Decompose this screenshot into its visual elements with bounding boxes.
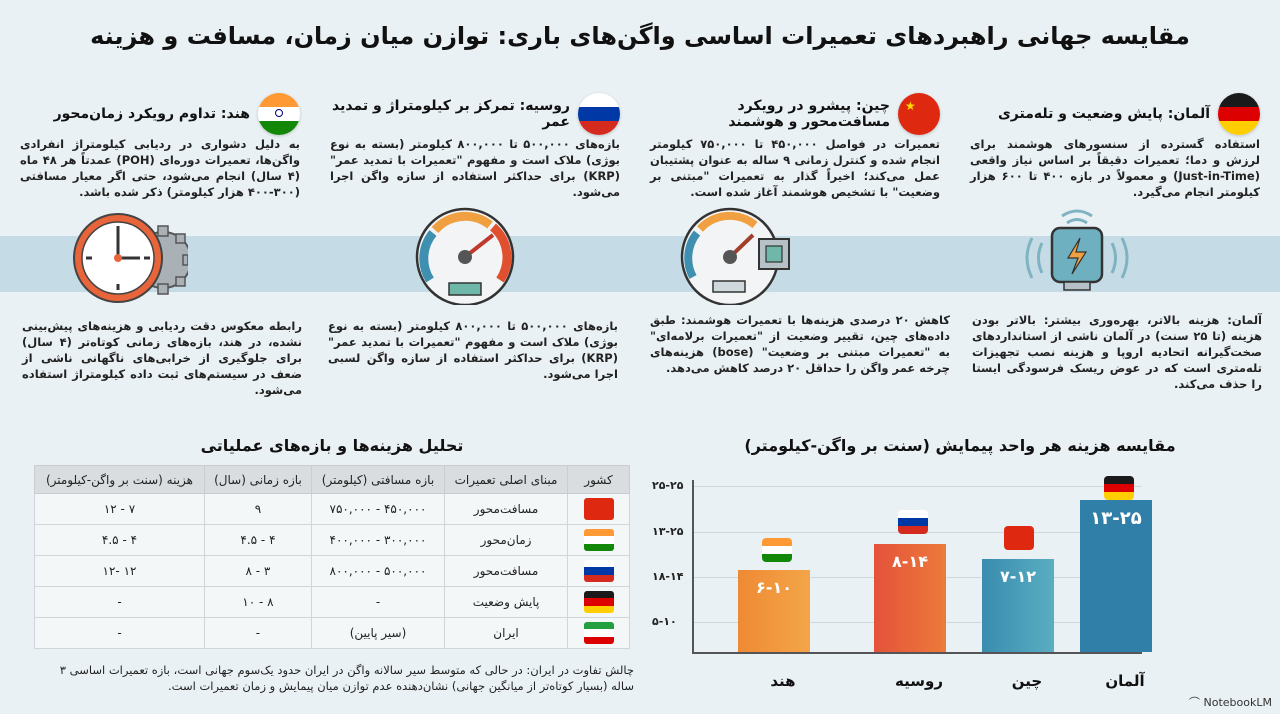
ytick-label: ۵-۱۰ [652, 615, 677, 628]
table-row: پایش وضعیت - ۸ - ۱۰ - [34, 586, 630, 618]
cell-years: ۴ - ۴.۵ [203, 524, 312, 556]
chart-title: مقایسه هزینه هر واحد پیمایش (سنت بر واگن… [744, 436, 1176, 455]
header-distance: بازه مسافتی (کیلومتر) [310, 465, 446, 494]
russia-bottom-text: بازه‌های ۵۰۰,۰۰۰ تا ۸۰۰,۰۰۰ کیلومتر (بست… [328, 319, 618, 381]
india-bottom-text: رابطه معکوس دقت ردیابی و هزینه‌های پیش‌ب… [22, 319, 303, 397]
russia-text: بازه‌های ۵۰۰,۰۰۰ تا ۸۰۰,۰۰۰ کیلومتر (بست… [330, 137, 620, 199]
y-axis [692, 480, 694, 652]
category-germany: آلمان [1105, 672, 1145, 690]
india-flag-icon [258, 93, 300, 135]
brand-label: NotebookLM [1203, 696, 1272, 709]
bar-value-label: ۸-۱۴ [892, 552, 928, 571]
germany-text: استفاده گسترده از سنسورهای هوشمند برای ل… [970, 137, 1260, 199]
china-flag-icon [583, 498, 614, 520]
cost-bar-chart: ۲۵-۲۵ ۱۳-۲۵ ۱۸-۱۴ ۵-۱۰ ۶-۱۰ ۸-۱۴ ۷-۱۲ ۱۳… [652, 470, 1272, 710]
cell-basis: ایران [444, 617, 568, 649]
cell-distance: ۵۰۰,۰۰۰ - ۸۰۰,۰۰۰ [310, 555, 446, 587]
china-title: چین: پیشرو در رویکرد مسافت‌محور و هوشمند [728, 98, 890, 130]
table-row: مسافت‌محور ۵۰۰,۰۰۰ - ۸۰۰,۰۰۰ ۳ - ۸ ۱۲ -۱… [34, 555, 630, 587]
cell-cost: ۴ - ۴.۵ [34, 524, 205, 556]
china-flag-icon [1004, 526, 1034, 550]
cell-distance: ۴۵۰,۰۰۰ - ۷۵۰,۰۰۰ [310, 493, 446, 525]
header-basis: مبنای اصلی تعمیرات [444, 465, 568, 494]
cell-basis: مسافت‌محور [444, 555, 568, 587]
india-title: هند: تداوم رویکرد زمان‌محور [53, 106, 250, 122]
header-years: بازه زمانی (سال) [203, 465, 312, 494]
header-cost: هزینه (سنت بر واگن-کیلومتر) [34, 465, 205, 494]
china-flag-icon: ★ [898, 93, 940, 135]
cell-distance: ۳۰۰,۰۰۰ - ۴۰۰,۰۰۰ [310, 524, 446, 556]
category-india: هند [770, 672, 796, 690]
table-row: مسافت‌محور ۴۵۰,۰۰۰ - ۷۵۰,۰۰۰ ۹ ۷ - ۱۲ [34, 493, 630, 525]
cell-cost: ۱۲ -۱۲ [34, 555, 205, 587]
clock-gear-icon [58, 210, 192, 310]
russia-block: روسیه: تمرکز بر کیلومتراژ و تمدید عمر با… [330, 92, 620, 200]
germany-flag-icon [583, 591, 614, 613]
russia-flag-icon [578, 93, 620, 135]
cell-cost: - [34, 586, 205, 618]
cell-distance: - [310, 586, 446, 618]
china-bottom-text: کاهش ۲۰ درصدی هزینه‌ها با تعمیرات هوشمند… [650, 313, 950, 375]
bar-china: ۷-۱۲ [982, 559, 1054, 652]
header-country: کشور [567, 465, 630, 494]
china-text: تعمیرات در فواصل ۴۵۰,۰۰۰ تا ۷۵۰,۰۰۰ کیلو… [650, 137, 941, 199]
ytick-label: ۲۵-۲۵ [652, 479, 684, 492]
india-flag-icon [583, 529, 614, 551]
india-flag-icon [762, 538, 792, 562]
cell-basis: زمان‌محور [444, 524, 568, 556]
china-block: ★ چین: پیشرو در رویکرد مسافت‌محور و هوشم… [650, 92, 940, 200]
x-axis [692, 652, 1142, 654]
speedometer-icon [405, 205, 535, 307]
india-block: هند: تداوم رویکرد زمان‌محور به دلیل دشوا… [20, 92, 300, 200]
cell-years: ۳ - ۸ [203, 555, 312, 587]
cell-cost: - [34, 617, 205, 649]
germany-flag-icon [1218, 93, 1260, 135]
cell-years: ۸ - ۱۰ [203, 586, 312, 618]
bar-value-label: ۶-۱۰ [756, 578, 792, 597]
operations-table: کشور مبنای اصلی تعمیرات بازه مسافتی (کیل… [34, 465, 630, 649]
notebooklm-logo-icon: ⌒ [1189, 696, 1204, 709]
ytick-label: ۱۸-۱۴ [652, 570, 684, 583]
cell-years: - [203, 617, 312, 649]
iran-note: چالش تفاوت در ایران: در حالی که متوسط سی… [59, 663, 634, 693]
cell-cost: ۷ - ۱۲ [34, 493, 205, 525]
russia-flag-icon [583, 560, 614, 582]
table-row: زمان‌محور ۳۰۰,۰۰۰ - ۴۰۰,۰۰۰ ۴ - ۴.۵ ۴ - … [34, 524, 630, 556]
notebooklm-brand: ⌒ NotebookLM [1189, 694, 1272, 710]
category-russia: روسیه [895, 672, 943, 690]
table-row: ایران (سیر پایین) - - [34, 617, 630, 649]
bar-russia: ۸-۱۴ [874, 544, 946, 652]
russia-title: روسیه: تمرکز بر کیلومتراژ و تمدید عمر [332, 98, 570, 130]
cell-years: ۹ [203, 493, 312, 525]
india-text: به دلیل دشواری در ردیابی کیلومتراژ انفرا… [20, 137, 300, 199]
bar-value-label: ۱۳-۲۵ [1090, 508, 1142, 529]
bar-value-label: ۷-۱۲ [1000, 567, 1036, 586]
table-title: تحلیل هزینه‌ها و بازه‌های عملیاتی [200, 436, 464, 455]
germany-block: آلمان: پایش وضعیت و تله‌متری استفاده گست… [970, 92, 1260, 200]
germany-flag-icon [1104, 476, 1134, 500]
telemetry-sensor-icon [1012, 198, 1142, 298]
germany-title: آلمان: پایش وضعیت و تله‌متری [997, 106, 1210, 122]
russia-flag-icon [898, 510, 928, 534]
category-china: چین [1011, 672, 1043, 690]
iran-flag-icon [583, 622, 614, 644]
page-title: مقایسه جهانی راهبردهای تعمیرات اساسی واگ… [90, 22, 1190, 50]
ytick-label: ۱۳-۲۵ [652, 525, 684, 538]
cell-distance: (سیر پایین) [310, 617, 446, 649]
smart-gauge-chip-icon [675, 205, 805, 307]
bar-germany: ۱۳-۲۵ [1080, 500, 1152, 652]
cell-basis: پایش وضعیت [444, 586, 568, 618]
germany-bottom-text: آلمان: هزینه بالاتر، بهره‌وری بیشتر: بال… [972, 313, 1262, 391]
bar-india: ۶-۱۰ [738, 570, 810, 652]
cell-basis: مسافت‌محور [444, 493, 568, 525]
